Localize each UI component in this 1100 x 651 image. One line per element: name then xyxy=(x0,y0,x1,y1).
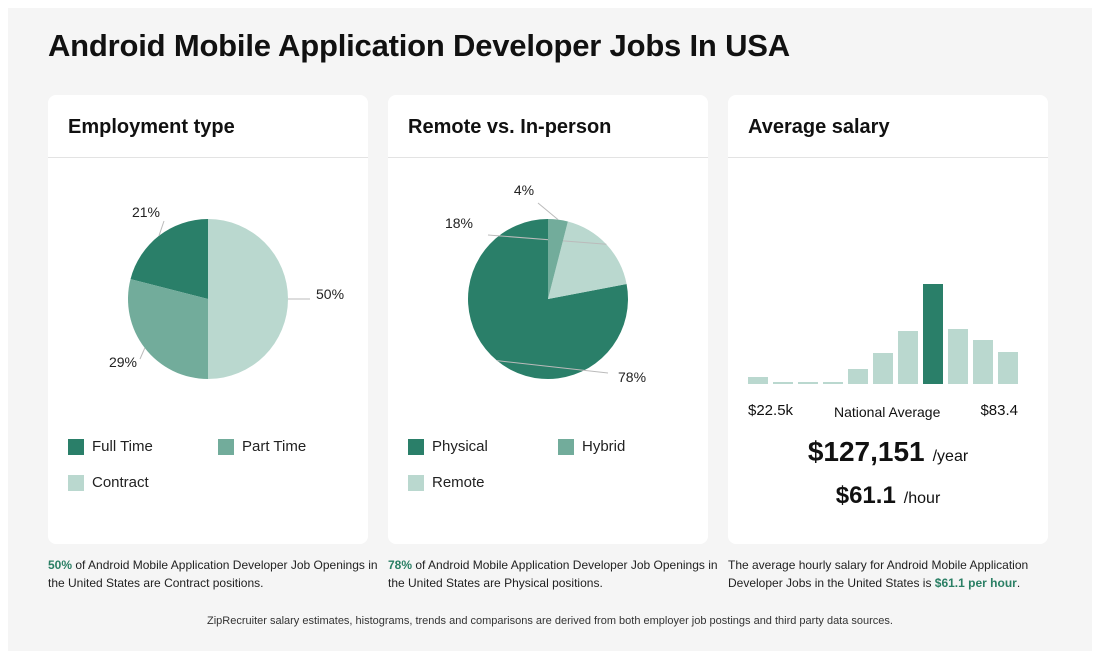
salary-caption-highlight: $61.1 per hour xyxy=(934,576,1017,590)
average-salary-heading: Average salary xyxy=(728,95,1048,158)
hourly-salary-value: $61.1 xyxy=(835,482,896,509)
salary-caption-end: . xyxy=(1016,576,1021,590)
legend-swatch-hybrid xyxy=(558,438,574,455)
footer-disclaimer: ZipRecruiter salary estimates, histogram… xyxy=(207,615,893,627)
remote-caption-percent: 78% xyxy=(388,558,413,572)
legend-label-part-time: Part Time xyxy=(242,438,307,455)
pie-label-full-time: 21% xyxy=(132,204,160,220)
salary-histogram-bar xyxy=(748,377,768,384)
salary-histogram-bar xyxy=(848,369,868,384)
employment-type-caption: 50% of Android Mobile Application Develo… xyxy=(48,556,378,592)
remote-caption-text: of Android Mobile Application Developer … xyxy=(388,558,718,590)
legend-swatch-contract xyxy=(68,474,84,491)
pie-slice-full-time xyxy=(130,219,208,299)
legend-swatch-remote xyxy=(408,474,424,491)
hourly-salary-unit: /hour xyxy=(903,490,941,507)
legend-item-remote: Remote xyxy=(408,474,485,491)
yearly-salary-unit: /year xyxy=(932,448,969,465)
pie-leader-line-full-time xyxy=(158,220,165,236)
salary-histogram-bar xyxy=(948,329,968,384)
salary-histogram-bar xyxy=(773,382,793,384)
employment-type-heading: Employment type xyxy=(48,95,368,158)
salary-range-labels: $22.5k National Average $83.4 xyxy=(748,402,1028,422)
legend-label-full-time: Full Time xyxy=(92,438,153,455)
national-average-label: National Average xyxy=(834,404,941,420)
remote-vs-in-person-card: Remote vs. In-person 78% 18% 4% Physical H… xyxy=(388,95,708,544)
employment-caption-text: of Android Mobile Application Developer … xyxy=(48,558,378,590)
pie-leader-line-remote xyxy=(487,234,607,245)
page-title: Android Mobile Application Developer Job… xyxy=(48,28,790,63)
remote-vs-in-person-heading: Remote vs. In-person xyxy=(388,95,708,158)
legend-item-contract: Contract xyxy=(68,474,149,491)
salary-histogram-bar xyxy=(873,353,893,384)
legend-swatch-part-time xyxy=(218,438,234,455)
salary-caption: The average hourly salary for Android Mo… xyxy=(728,556,1048,592)
pie-label-remote: 18% xyxy=(445,215,473,231)
employment-caption-percent: 50% xyxy=(48,558,73,572)
legend-label-contract: Contract xyxy=(92,474,149,491)
legend-label-remote: Remote xyxy=(432,474,485,491)
legend-label-hybrid: Hybrid xyxy=(582,438,626,455)
legend-item-physical: Physical xyxy=(408,438,488,455)
legend-label-physical: Physical xyxy=(432,438,488,455)
yearly-salary: $127,151/year xyxy=(728,436,1048,468)
legend-swatch-full-time xyxy=(68,438,84,455)
pie-label-contract: 50% xyxy=(316,286,344,302)
pie-leader-line-physical xyxy=(496,360,609,374)
legend-item-part-time: Part Time xyxy=(218,438,306,455)
average-salary-card: Average salary $22.5k National Average $… xyxy=(728,95,1048,544)
pie-label-physical: 78% xyxy=(618,369,646,385)
employment-type-card: Employment type 21% 29% 50% Full Time Part… xyxy=(48,95,368,544)
legend-item-full-time: Full Time xyxy=(68,438,153,455)
pie-leader-line-part-time xyxy=(139,347,146,360)
salary-histogram-bar xyxy=(973,340,993,384)
pie-slice-hybrid xyxy=(548,219,568,299)
hourly-salary: $61.1/hour xyxy=(728,482,1048,510)
yearly-salary-value: $127,151 xyxy=(807,436,925,467)
salary-histogram-bar xyxy=(998,352,1018,384)
pie-slice-contract xyxy=(208,219,288,379)
pie-label-hybrid: 4% xyxy=(514,182,534,198)
remote-vs-in-person-pie-chart: 78% 18% 4% xyxy=(445,182,646,385)
salary-histogram-bar xyxy=(898,331,918,384)
remote-caption: 78% of Android Mobile Application Develo… xyxy=(388,556,718,592)
pie-label-part-time: 29% xyxy=(109,354,137,370)
employment-type-pie-chart: 21% 29% 50% xyxy=(109,204,344,379)
legend-swatch-physical xyxy=(408,438,424,455)
legend-item-hybrid: Hybrid xyxy=(558,438,625,455)
salary-caption-text: The average hourly salary for Android Mo… xyxy=(728,558,1029,590)
salary-histogram-bar xyxy=(823,382,843,384)
salary-histogram-bar xyxy=(798,382,818,384)
pie-slice-part-time xyxy=(128,279,208,379)
salary-histogram xyxy=(748,284,1018,384)
salary-histogram-bar xyxy=(923,284,943,384)
salary-min-label: $22.5k xyxy=(748,402,794,419)
pie-leader-line-hybrid xyxy=(537,202,559,221)
salary-max-label: $83.4 xyxy=(980,402,1018,419)
